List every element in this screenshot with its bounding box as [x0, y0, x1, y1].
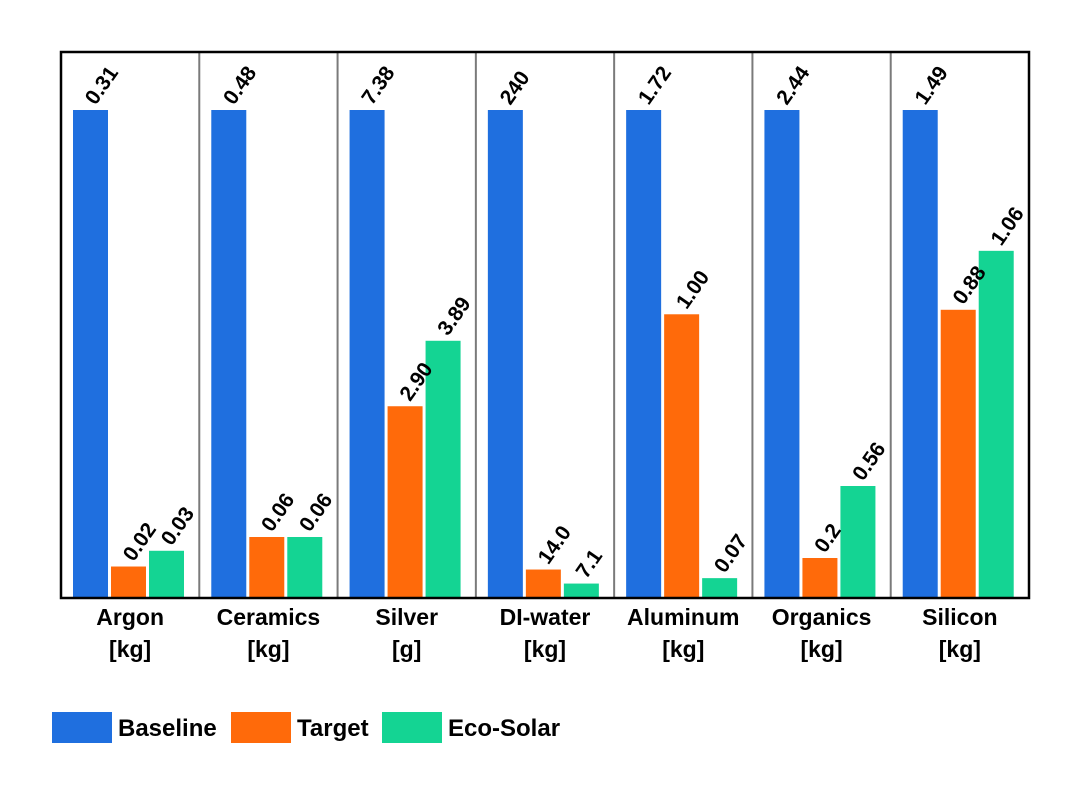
bar-baseline	[349, 110, 385, 598]
value-label: 0.48	[219, 62, 261, 109]
legend-swatch	[231, 712, 291, 743]
value-label: 0.07	[710, 530, 752, 577]
bar-baseline	[626, 110, 662, 598]
bar-eco-solar	[702, 578, 738, 598]
value-label: 1.72	[634, 62, 676, 109]
category-unit: [kg]	[109, 636, 151, 662]
value-label: 240	[496, 67, 535, 109]
category-unit: [kg]	[524, 636, 566, 662]
value-label: 7.1	[572, 545, 608, 582]
category-name: Ceramics	[217, 604, 321, 630]
value-label: 1.00	[672, 266, 714, 313]
bar-baseline	[211, 110, 247, 598]
bar-eco-solar	[287, 537, 323, 598]
bar-eco-solar	[978, 250, 1014, 598]
bar-eco-solar	[563, 583, 599, 598]
legend-label: Eco-Solar	[448, 715, 560, 742]
bar-baseline	[902, 110, 938, 598]
category-name: DI-water	[500, 604, 591, 630]
legend-swatch	[382, 712, 442, 743]
category-unit: [kg]	[800, 636, 842, 662]
value-label: 1.49	[910, 62, 952, 109]
bar-baseline	[487, 110, 523, 598]
legend: Baseline Target Eco-Solar	[52, 712, 560, 743]
bar-target	[111, 566, 146, 598]
category-unit: [kg]	[662, 636, 704, 662]
category-dividers	[198, 52, 892, 598]
category-name: Silver	[375, 604, 438, 630]
plot-frame	[59, 50, 1031, 600]
bar-target	[940, 309, 976, 598]
category-unit: [kg]	[247, 636, 289, 662]
bar-target	[802, 558, 838, 598]
bar-target	[387, 406, 423, 598]
bar-target	[525, 569, 561, 598]
value-label: 0.06	[295, 489, 337, 536]
legend-swatch	[52, 712, 112, 743]
bars-layer	[73, 110, 1014, 598]
category-labels: Argon [kg] Ceramics [kg] Silver [g] DI-water [k…	[96, 604, 997, 662]
bar-target	[249, 537, 285, 598]
category-unit: [kg]	[939, 636, 981, 662]
bar-baseline	[764, 110, 800, 598]
category-name: Aluminum	[627, 604, 739, 630]
category-unit: [g]	[392, 636, 421, 662]
value-label: 7.38	[357, 62, 399, 109]
category-name: Silicon	[922, 604, 997, 630]
category-name: Organics	[772, 604, 872, 630]
legend-label: Baseline	[118, 715, 217, 742]
bar-baseline	[73, 110, 108, 598]
bar-eco-solar	[425, 340, 461, 598]
value-label: 2.44	[772, 62, 814, 109]
value-label: 0.56	[848, 438, 890, 485]
value-label: 0.31	[81, 62, 123, 109]
value-label: 1.06	[986, 203, 1028, 250]
category-name: Argon	[96, 604, 164, 630]
value-label: 14.0	[534, 522, 576, 569]
legend-label: Target	[297, 715, 369, 742]
value-label: 0.06	[257, 489, 299, 536]
bar-eco-solar	[840, 486, 876, 598]
bar-target	[664, 314, 700, 598]
value-label: 0.03	[157, 503, 199, 550]
bar-eco-solar	[149, 550, 184, 598]
value-label: 3.89	[433, 293, 475, 340]
